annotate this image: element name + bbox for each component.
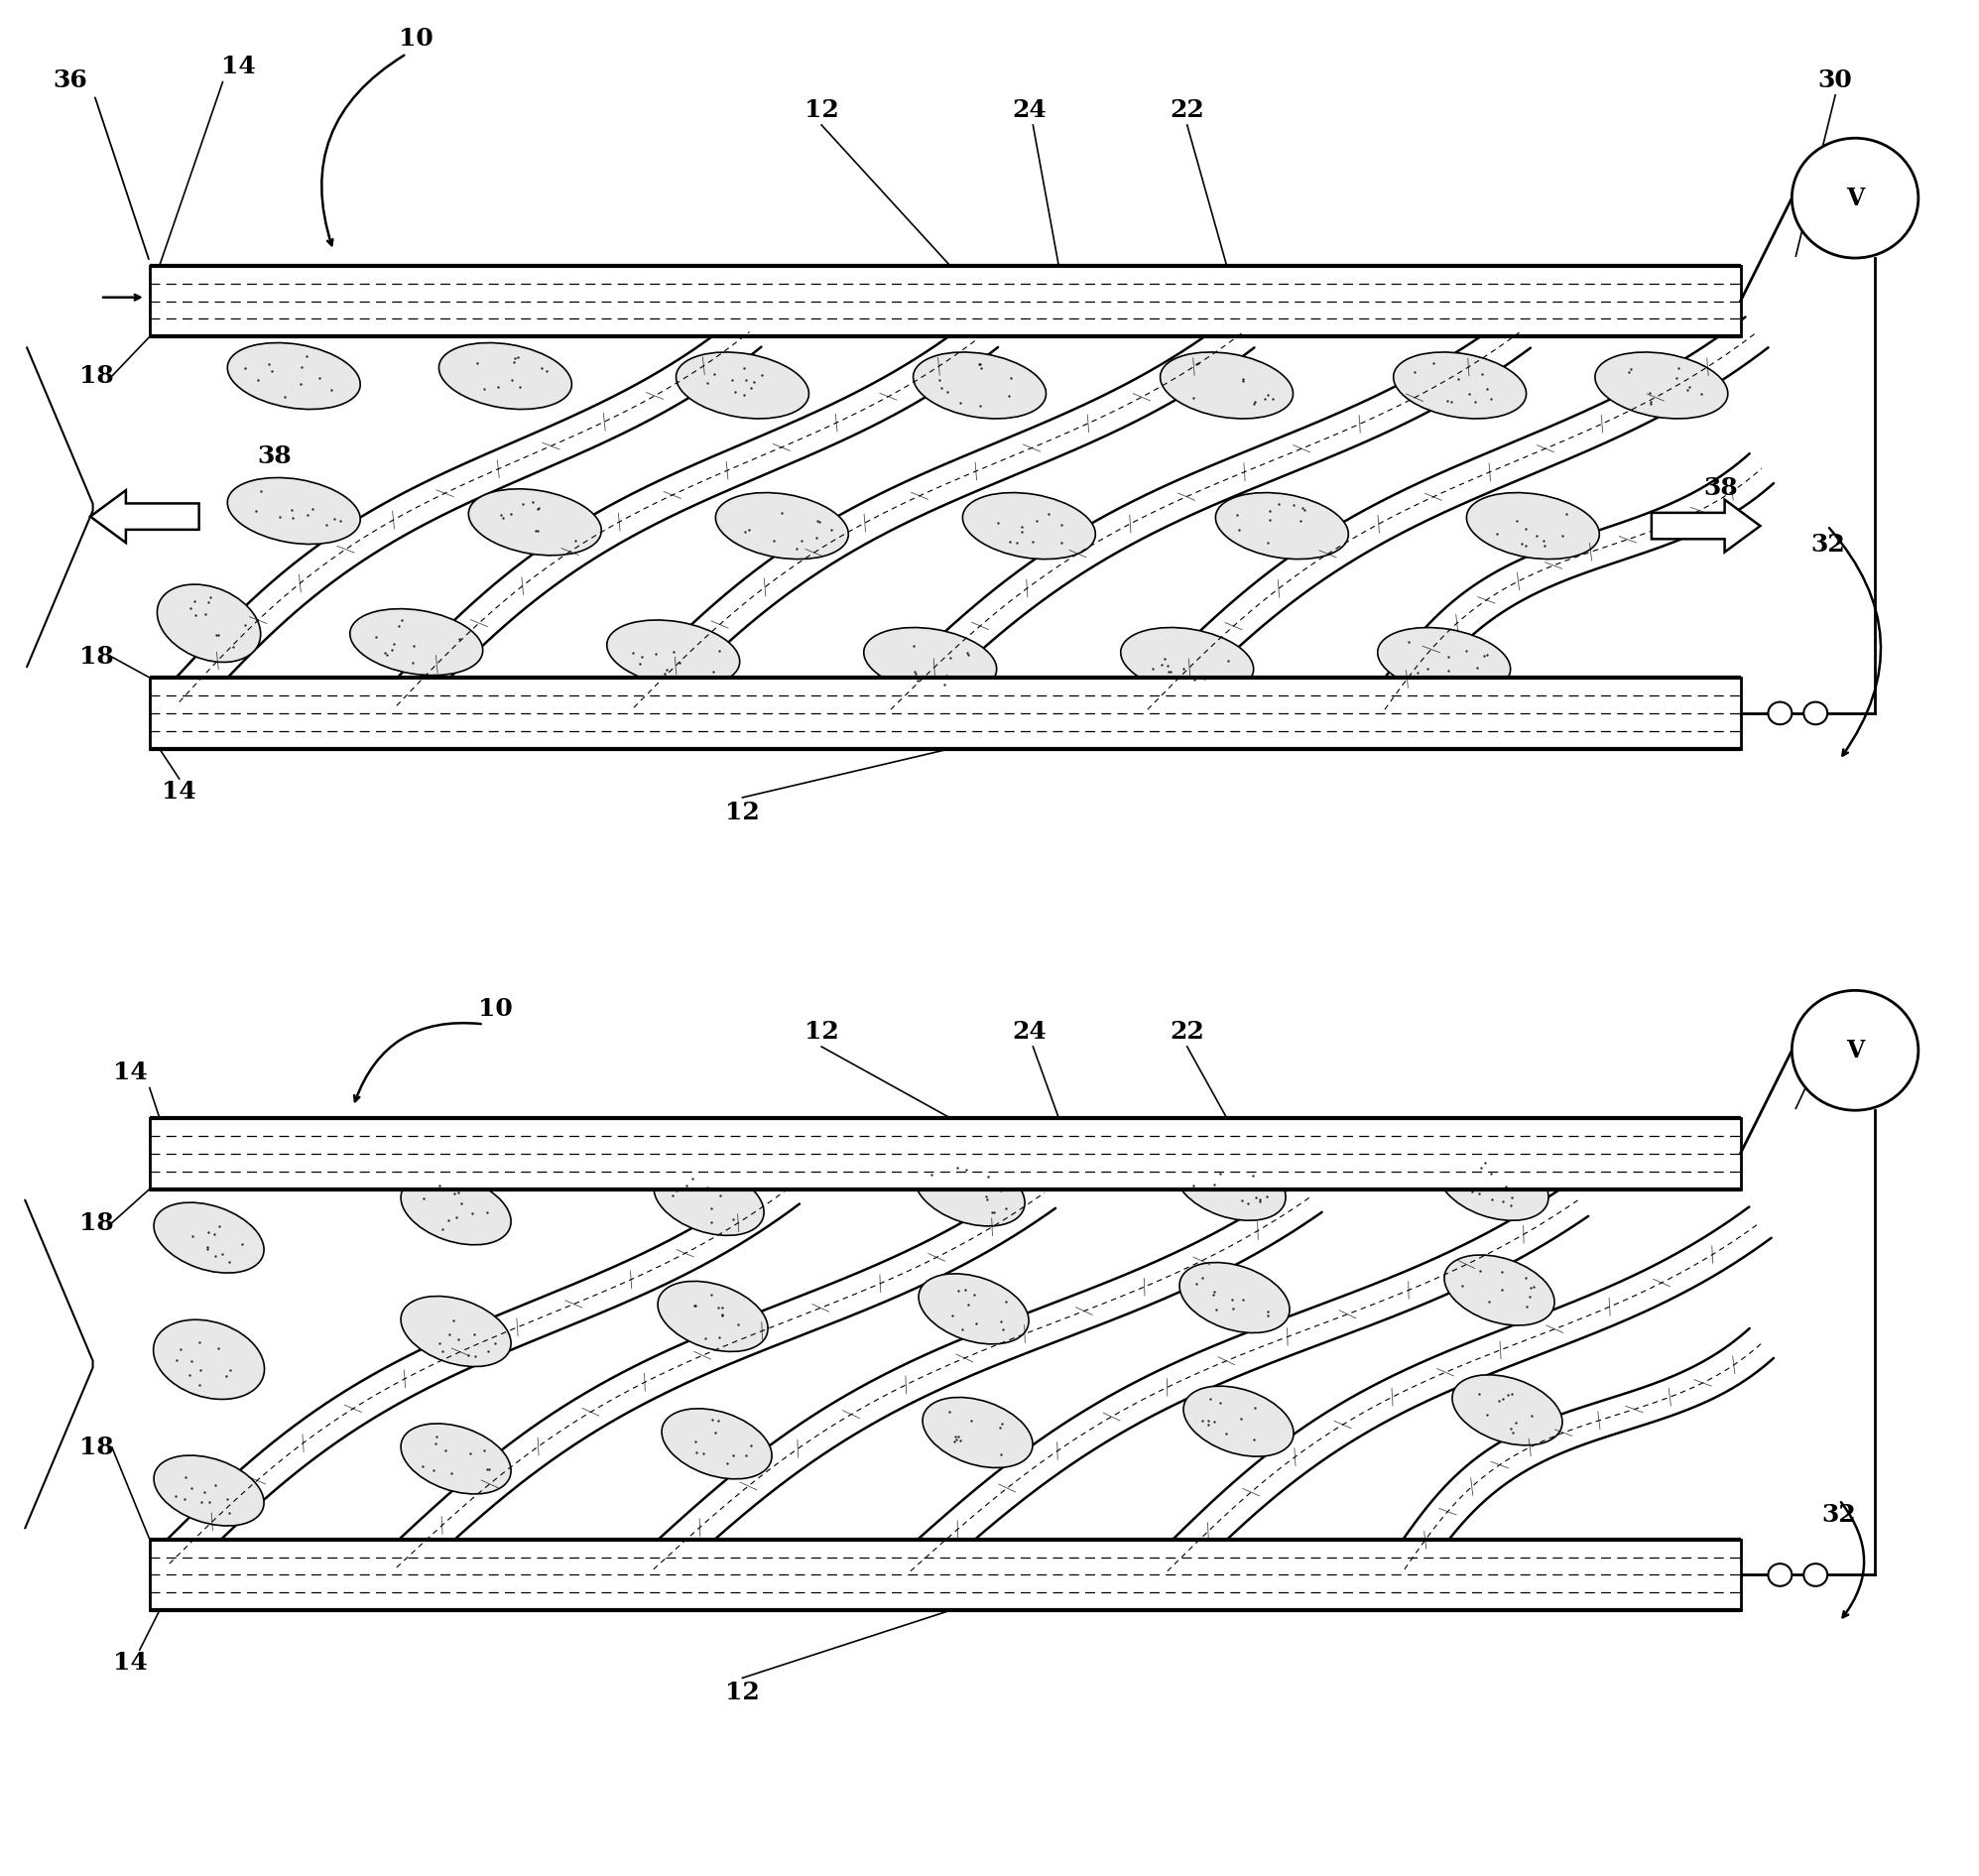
Ellipse shape — [661, 1409, 772, 1478]
Polygon shape — [900, 1184, 1589, 1587]
Ellipse shape — [657, 1281, 768, 1351]
Ellipse shape — [914, 1156, 1025, 1227]
Circle shape — [1791, 991, 1918, 1111]
Bar — [150, 1118, 1740, 1189]
Polygon shape — [621, 317, 1255, 722]
Circle shape — [1767, 1565, 1791, 1585]
Text: 24: 24 — [1011, 1021, 1047, 1043]
Ellipse shape — [228, 478, 360, 544]
Ellipse shape — [677, 353, 809, 418]
Polygon shape — [643, 1180, 1322, 1585]
Text: 32: 32 — [1823, 1503, 1856, 1527]
Ellipse shape — [154, 1203, 263, 1274]
Ellipse shape — [1377, 627, 1510, 694]
Polygon shape — [879, 317, 1530, 724]
Text: 12: 12 — [803, 1021, 839, 1043]
Polygon shape — [1156, 1206, 1771, 1587]
Polygon shape — [91, 490, 200, 542]
Ellipse shape — [228, 343, 360, 409]
Polygon shape — [158, 1172, 800, 1580]
Polygon shape — [386, 1176, 1055, 1583]
Ellipse shape — [156, 585, 261, 662]
Text: 14: 14 — [113, 1651, 146, 1675]
Ellipse shape — [1183, 1386, 1294, 1456]
Text: 30: 30 — [1819, 68, 1852, 92]
Ellipse shape — [402, 1174, 511, 1246]
Ellipse shape — [1595, 353, 1728, 418]
Text: 18: 18 — [79, 1210, 113, 1234]
Ellipse shape — [922, 1398, 1033, 1467]
Ellipse shape — [962, 493, 1096, 559]
Text: 10: 10 — [400, 26, 433, 51]
Polygon shape — [1373, 454, 1773, 724]
Ellipse shape — [918, 1274, 1029, 1343]
Polygon shape — [1652, 499, 1759, 552]
Ellipse shape — [1215, 493, 1348, 559]
Ellipse shape — [1445, 1255, 1554, 1324]
Ellipse shape — [1393, 353, 1526, 418]
Text: 18: 18 — [79, 1435, 113, 1460]
Ellipse shape — [653, 1165, 764, 1236]
Text: 22: 22 — [1170, 98, 1205, 122]
Ellipse shape — [152, 1319, 265, 1399]
Polygon shape — [1136, 317, 1767, 724]
Text: 12: 12 — [724, 1681, 760, 1705]
Text: 10: 10 — [479, 998, 513, 1021]
Polygon shape — [386, 317, 997, 720]
Circle shape — [1767, 702, 1791, 724]
Circle shape — [1803, 702, 1827, 724]
Polygon shape — [1393, 1328, 1773, 1583]
Text: 24: 24 — [1011, 98, 1047, 122]
Ellipse shape — [1453, 1375, 1561, 1445]
Ellipse shape — [154, 1456, 263, 1525]
Ellipse shape — [439, 343, 572, 409]
Text: 18: 18 — [79, 364, 113, 388]
Circle shape — [1803, 1565, 1827, 1585]
Ellipse shape — [469, 490, 602, 555]
Ellipse shape — [350, 610, 483, 675]
Text: 30: 30 — [1819, 998, 1852, 1021]
Ellipse shape — [716, 493, 849, 559]
Text: 32: 32 — [1811, 533, 1844, 557]
Circle shape — [1791, 139, 1918, 259]
Ellipse shape — [402, 1296, 511, 1366]
Ellipse shape — [1179, 1263, 1290, 1332]
Text: 14: 14 — [162, 780, 196, 803]
Text: 38: 38 — [257, 445, 291, 469]
Ellipse shape — [912, 353, 1047, 418]
Ellipse shape — [863, 627, 997, 694]
Ellipse shape — [402, 1424, 511, 1493]
Text: V: V — [1846, 1039, 1864, 1062]
Ellipse shape — [608, 619, 740, 687]
Ellipse shape — [1120, 627, 1253, 694]
Text: 38: 38 — [1704, 477, 1738, 501]
Ellipse shape — [1439, 1150, 1548, 1221]
Ellipse shape — [1176, 1150, 1286, 1221]
Bar — [150, 1540, 1740, 1610]
Bar — [150, 266, 1740, 336]
Ellipse shape — [1466, 493, 1599, 559]
Text: 14: 14 — [222, 54, 255, 79]
Polygon shape — [168, 317, 762, 717]
Text: 22: 22 — [1170, 1021, 1205, 1043]
Text: 12: 12 — [803, 98, 839, 122]
Bar — [150, 677, 1740, 749]
Text: 18: 18 — [79, 645, 113, 670]
Text: V: V — [1846, 186, 1864, 210]
Text: 12: 12 — [724, 801, 760, 824]
Text: 36: 36 — [53, 68, 87, 92]
Text: 14: 14 — [113, 1062, 146, 1084]
Ellipse shape — [1160, 353, 1292, 418]
